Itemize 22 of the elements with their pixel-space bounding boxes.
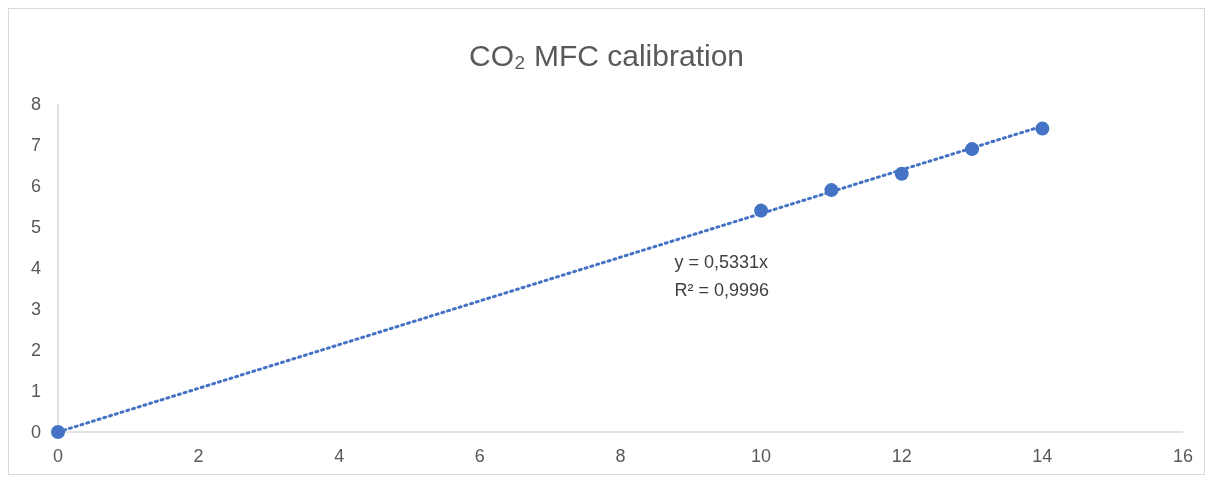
y-tick-label: 3 — [30, 299, 42, 319]
annotation: R² = 0,9996 — [674, 280, 770, 300]
annotation: y = 0,5331x — [674, 252, 769, 272]
y-tick-label: 2 — [30, 340, 42, 360]
x-tick-label: 10 — [751, 446, 772, 466]
y-tick-label: 5 — [30, 217, 42, 237]
y-tick-label: 8 — [30, 94, 42, 114]
y-tick-label: 7 — [30, 135, 42, 155]
point — [51, 425, 65, 439]
x-tick-label: 14 — [1032, 446, 1053, 466]
x-tick-label: 16 — [1172, 446, 1194, 466]
x-tick-label: 12 — [891, 446, 912, 466]
x-tick-label: 2 — [193, 446, 204, 466]
y-tick-label: 6 — [30, 176, 42, 196]
x-tick-label: 4 — [334, 446, 345, 466]
x-tick-label: 6 — [474, 446, 485, 466]
chart-title: CO₂ MFC calibration — [468, 39, 745, 72]
x-tick-label: 0 — [52, 446, 64, 466]
y-tick-label: 1 — [30, 381, 42, 401]
y-tick-label: 0 — [30, 422, 42, 442]
x-tick-label: 8 — [615, 446, 626, 466]
y-tick-label: 4 — [30, 258, 42, 278]
